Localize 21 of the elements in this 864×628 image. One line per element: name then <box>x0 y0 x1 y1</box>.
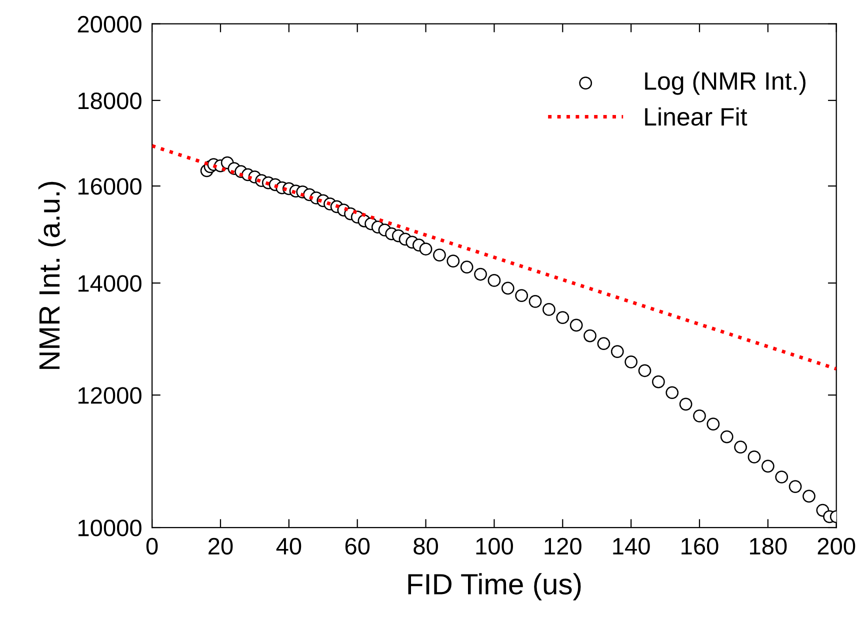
y-tick-label: 18000 <box>78 92 142 110</box>
x-tick-label: 80 <box>414 538 438 555</box>
y-tick-label: 14000 <box>78 275 142 292</box>
x-tick-label: 140 <box>613 538 650 555</box>
x-tick-label: 180 <box>750 538 787 555</box>
x-tick-label: 200 <box>818 538 856 555</box>
legend-label: Linear Fit <box>645 107 748 126</box>
x-axis-title: FID Time (us) <box>408 573 581 600</box>
y-tick-label: 10000 <box>78 520 142 536</box>
y-tick-label: 20000 <box>78 16 142 33</box>
x-tick-label: 160 <box>682 538 718 555</box>
x-tick-label: 40 <box>276 538 302 555</box>
legend-label: Log (NMR Int.) <box>645 72 806 95</box>
x-tick-label: 0 <box>146 538 158 555</box>
x-tick-label: 60 <box>345 538 370 555</box>
x-tick-label: 20 <box>208 538 233 555</box>
x-tick-label: 100 <box>476 538 513 555</box>
x-tick-label: 120 <box>544 538 582 555</box>
y-tick-label: 12000 <box>78 387 142 404</box>
y-axis-title: NMR Int. (a.u.) <box>38 182 66 369</box>
y-tick-label: 16000 <box>78 178 142 195</box>
